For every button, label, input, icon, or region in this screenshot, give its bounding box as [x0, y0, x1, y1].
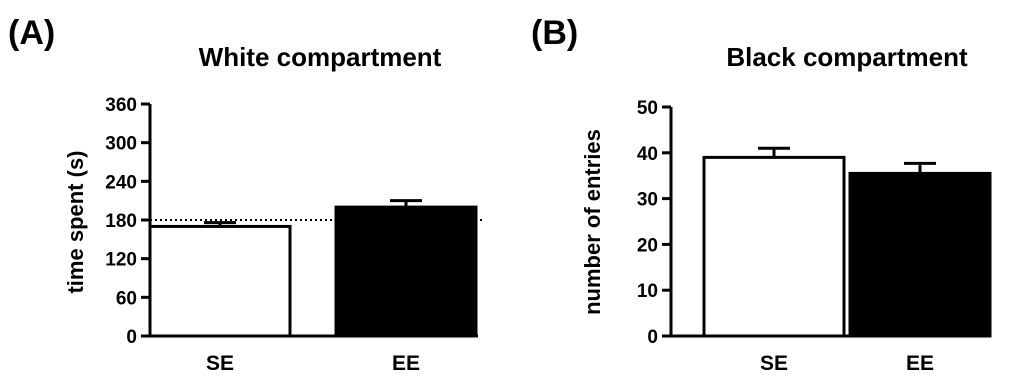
- panel-label: (B): [531, 14, 578, 52]
- bar-ee: [334, 205, 478, 338]
- panel-a: (A) White compartment time spent (s) SE E…: [8, 14, 484, 375]
- y-axis-label: number of entries: [580, 129, 605, 315]
- category-label-se: SE: [760, 352, 788, 375]
- panel-label: (A): [8, 14, 55, 52]
- y-tick-label: 120: [105, 250, 137, 271]
- category-label-ee: EE: [906, 352, 934, 375]
- bar-se: [148, 224, 292, 338]
- panel-b: (B) Black compartment number of entries …: [509, 0, 1018, 376]
- bar-ee: [848, 171, 992, 338]
- y-tick-label: 10: [637, 281, 658, 302]
- y-tick-label: 360: [105, 95, 137, 116]
- category-label-se: SE: [206, 352, 234, 375]
- plot-area: SE EE 0 60 120 180 240 300 360: [105, 95, 484, 375]
- y-tick-label: 0: [126, 327, 137, 348]
- y-tick-label: 0: [647, 327, 658, 348]
- chart-title: Black compartment: [726, 42, 968, 72]
- y-tick-label: 300: [105, 134, 137, 155]
- chart-black-compartment: (B) Black compartment number of entries …: [531, 14, 992, 375]
- y-tick-label: 20: [637, 235, 658, 256]
- chart-title: White compartment: [199, 42, 442, 72]
- category-label-ee: EE: [392, 352, 420, 375]
- bar-se: [702, 155, 846, 338]
- y-tick-label: 30: [637, 190, 658, 211]
- chart-white-compartment: (A) White compartment time spent (s) SE E…: [8, 14, 484, 375]
- y-tick-label: 50: [637, 98, 658, 119]
- y-axis-label: time spent (s): [63, 150, 88, 293]
- plot-area: SE EE 0 10 20 30 40 50: [637, 98, 992, 375]
- y-tick-label: 180: [105, 211, 137, 232]
- y-tick-label: 60: [116, 288, 137, 309]
- y-tick-label: 240: [105, 172, 137, 193]
- y-tick-label: 40: [637, 144, 658, 165]
